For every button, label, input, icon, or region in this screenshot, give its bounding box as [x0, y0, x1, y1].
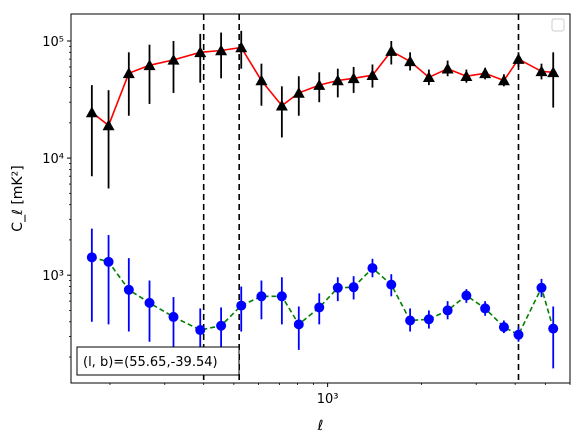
y-tick-label: 10⁵: [42, 35, 64, 50]
data-point-triangle: [497, 74, 510, 86]
data-point-circle: [216, 320, 227, 331]
data-point-circle: [405, 315, 416, 326]
data-point-triangle: [547, 66, 560, 78]
data-point-triangle: [122, 67, 135, 79]
data-point-triangle: [422, 71, 435, 83]
data-point-circle: [103, 256, 114, 267]
annotation-text: (l, b)=(55.65,-39.54): [83, 355, 218, 370]
data-point-circle: [195, 325, 206, 336]
annotation-frame: [76, 346, 240, 376]
data-point-triangle: [385, 45, 398, 56]
data-point-circle: [144, 297, 155, 308]
series-group: [85, 30, 560, 372]
data-point-circle: [442, 305, 453, 316]
data-point-triangle: [194, 46, 207, 58]
data-point-circle: [498, 322, 509, 333]
y-tick-label: 10⁴: [42, 152, 64, 167]
x-axis-label: ℓ: [317, 418, 324, 434]
series-0: [85, 30, 560, 189]
data-point-circle: [386, 279, 397, 290]
data-point-triangle: [441, 62, 454, 74]
data-point-circle: [513, 329, 524, 340]
data-point-triangle: [215, 44, 228, 56]
data-point-circle: [367, 263, 378, 274]
data-point-circle: [536, 282, 547, 293]
series-1: [86, 228, 559, 372]
data-point-triangle: [460, 70, 473, 82]
data-point-triangle: [366, 69, 379, 81]
ticks-group: 10³ 10³ 10⁴ 10⁵: [42, 35, 571, 407]
vertical-lines: [202, 14, 520, 383]
y-axis-label: C_ℓ [mK²]: [10, 165, 26, 231]
data-point-triangle: [143, 59, 156, 71]
data-point-triangle: [535, 65, 548, 77]
data-point-triangle: [102, 119, 115, 131]
data-point-circle: [348, 282, 359, 293]
plot-frame: [70, 13, 571, 384]
data-point-circle: [168, 311, 179, 322]
data-point-circle: [332, 282, 343, 293]
data-point-triangle: [255, 74, 268, 86]
data-point-triangle: [235, 41, 248, 53]
data-point-circle: [236, 300, 247, 311]
data-point-circle: [86, 252, 97, 263]
data-point-triangle: [275, 99, 288, 111]
data-point-triangle: [85, 106, 98, 118]
data-point-circle: [548, 323, 559, 334]
data-point-circle: [480, 303, 491, 314]
x-tick-label: 10³: [317, 392, 339, 407]
legend: [551, 18, 565, 32]
data-point-triangle: [167, 53, 180, 65]
data-point-circle: [314, 302, 325, 313]
data-point-circle: [123, 284, 134, 295]
data-point-circle: [461, 290, 472, 301]
data-point-triangle: [347, 72, 360, 84]
data-point-triangle: [404, 55, 417, 67]
data-point-triangle: [313, 79, 326, 90]
data-point-circle: [293, 319, 304, 330]
data-point-triangle: [292, 86, 305, 98]
data-point-triangle: [479, 67, 492, 79]
annotation-box: (l, b)=(55.65,-39.54): [76, 346, 240, 376]
data-point-circle: [423, 314, 434, 325]
data-point-circle: [276, 291, 287, 302]
data-point-triangle: [331, 74, 344, 86]
data-point-triangle: [512, 53, 525, 64]
data-point-circle: [256, 291, 267, 302]
y-tick-label: 10³: [42, 269, 64, 284]
